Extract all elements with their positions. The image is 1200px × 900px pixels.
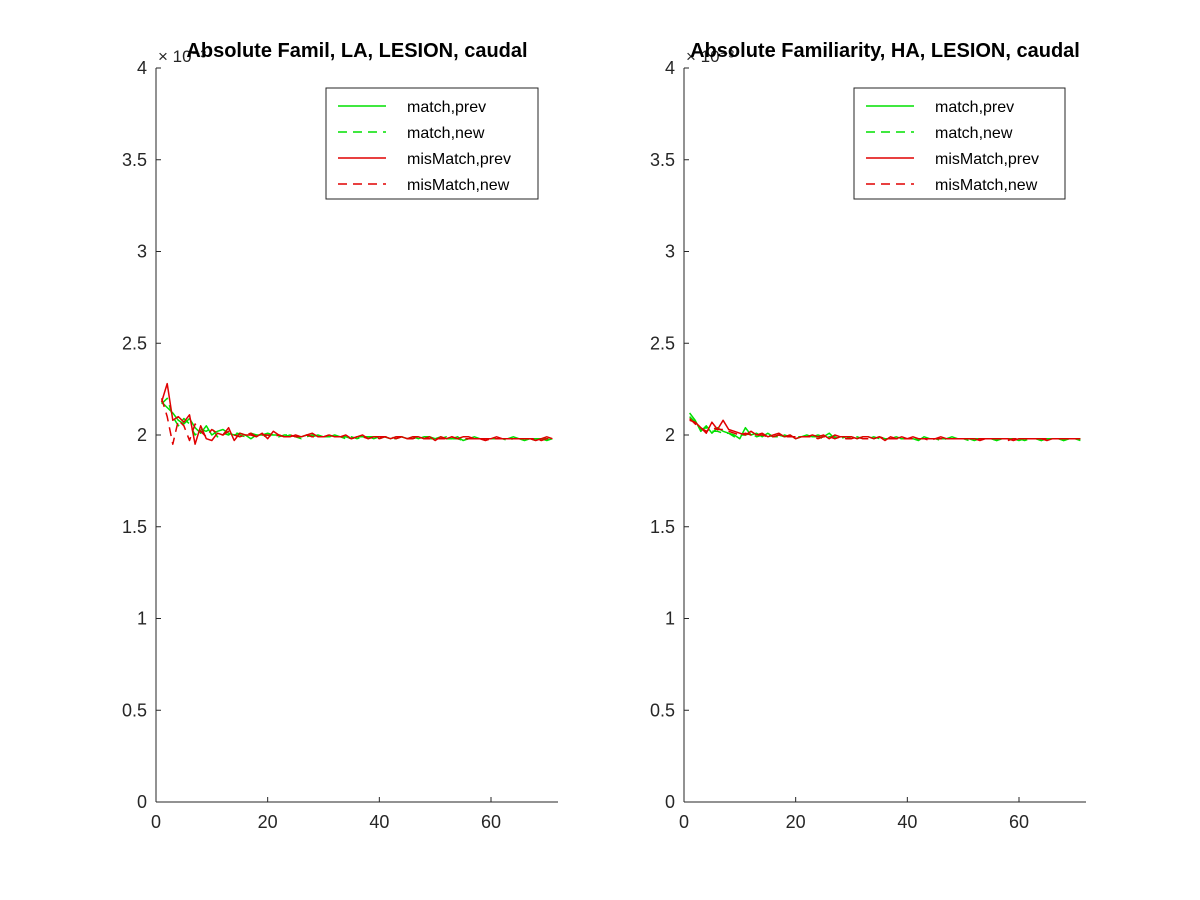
y-axis-exponent-label: × 10⁻³ <box>158 47 207 66</box>
y-tick-label: 3 <box>137 242 147 262</box>
legend: match,prev match,new misMatch,prev misMatch… <box>325 87 539 200</box>
x-tick-label: 60 <box>1009 812 1029 832</box>
x-tick-label: 40 <box>897 812 917 832</box>
y-tick-label: 0.5 <box>122 700 147 720</box>
x-tick-label: 20 <box>258 812 278 832</box>
series-line-mismatch-new <box>160 398 553 445</box>
y-tick-label: 3 <box>665 242 675 262</box>
legend-entry-label: match,new <box>407 125 485 142</box>
series-line-mismatch-new <box>689 417 1081 442</box>
series-line-match-new <box>689 416 1081 442</box>
y-tick-label: 2.5 <box>650 333 675 353</box>
x-tick-label: 0 <box>679 812 689 832</box>
legend-entry-label: misMatch,prev <box>407 151 511 168</box>
legend-entry-label: match,prev <box>407 99 486 116</box>
chart-title: Absolute Famil, LA, LESION, caudal <box>186 40 527 62</box>
y-tick-label: 1.5 <box>650 517 675 537</box>
legend-entry-label: misMatch,new <box>935 177 1038 194</box>
x-tick-label: 40 <box>369 812 389 832</box>
legend-entry-label: match,prev <box>935 99 1014 116</box>
y-tick-label: 0.5 <box>650 700 675 720</box>
y-tick-label: 2 <box>665 425 675 445</box>
y-tick-label: 3.5 <box>122 150 147 170</box>
y-tick-label: 4 <box>137 58 147 78</box>
y-tick-label: 2 <box>137 425 147 445</box>
y-tick-label: 3.5 <box>650 150 675 170</box>
y-tick-label: 1 <box>665 609 675 629</box>
legend-entry-label: misMatch,new <box>407 177 510 194</box>
y-axis-exponent-label: × 10⁻³ <box>686 47 735 66</box>
legend: match,prev match,new misMatch,prev misMatch… <box>853 87 1066 200</box>
y-tick-label: 1.5 <box>122 517 147 537</box>
y-tick-label: 0 <box>137 792 147 812</box>
chart-title: Absolute Familiarity, HA, LESION, caudal <box>690 40 1080 62</box>
x-tick-label: 20 <box>786 812 806 832</box>
series-line-mismatch-prev <box>689 419 1081 442</box>
legend-entry-label: misMatch,prev <box>935 151 1039 168</box>
y-tick-label: 0 <box>665 792 675 812</box>
x-tick-label: 60 <box>481 812 501 832</box>
legend-entry-label: match,new <box>935 125 1013 142</box>
x-tick-label: 0 <box>151 812 161 832</box>
y-tick-label: 4 <box>665 58 675 78</box>
y-tick-label: 1 <box>137 609 147 629</box>
y-tick-label: 2.5 <box>122 333 147 353</box>
